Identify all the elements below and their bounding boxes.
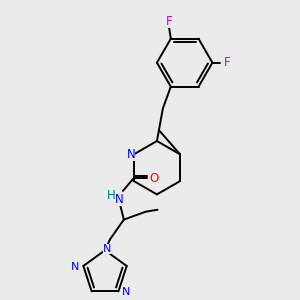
Text: F: F	[166, 15, 172, 28]
Text: N: N	[115, 193, 123, 206]
Text: N: N	[71, 262, 80, 272]
Text: N: N	[103, 244, 111, 254]
Text: H: H	[106, 189, 116, 203]
Text: N: N	[124, 148, 133, 161]
Text: N: N	[126, 148, 135, 161]
Text: N: N	[122, 287, 130, 297]
Text: F: F	[224, 56, 231, 69]
Text: O: O	[149, 172, 158, 184]
